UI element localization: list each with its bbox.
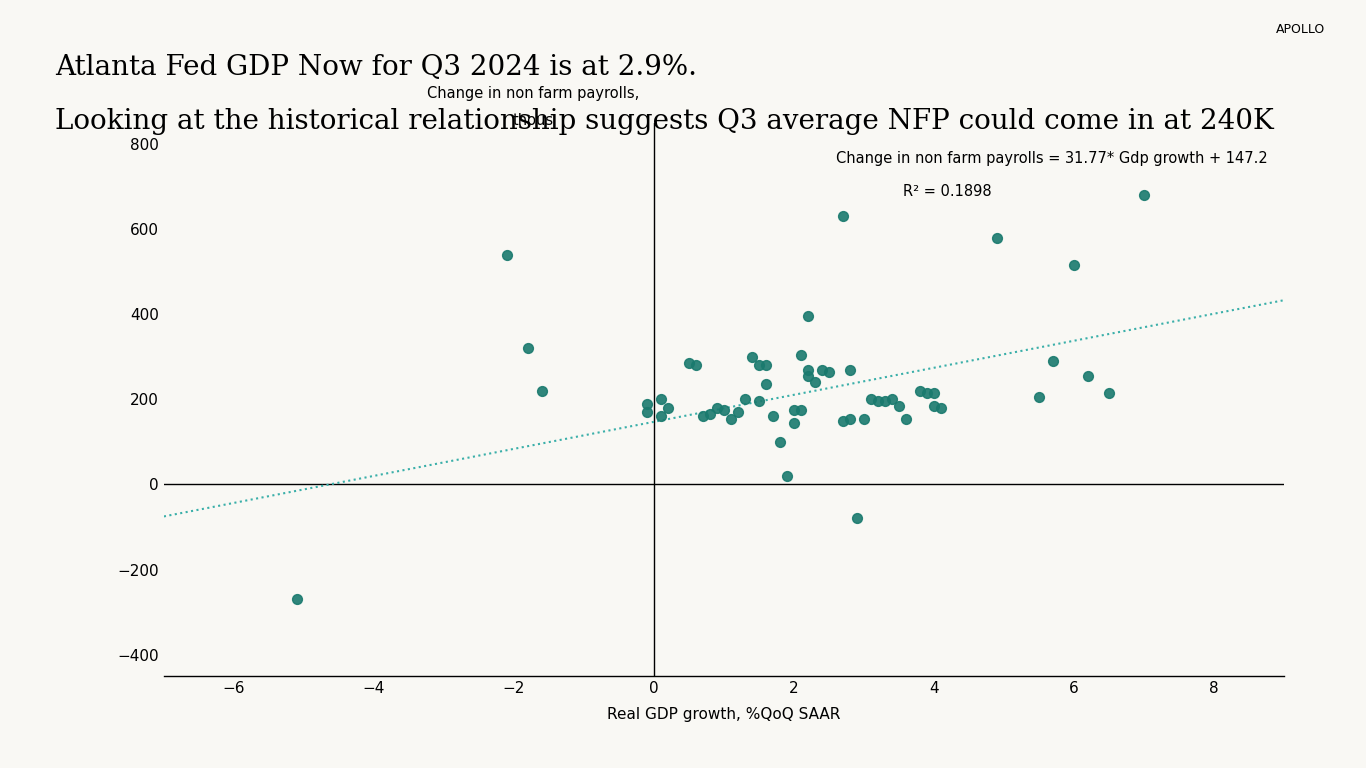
Point: [285, 593, 307, 605]
Text: Atlanta Fed GDP Now for Q3 2024 is at 2.9%.: Atlanta Fed GDP Now for Q3 2024 is at 2.…: [55, 54, 697, 81]
Point: [811, 363, 833, 376]
Point: [684, 359, 708, 372]
Point: [930, 402, 952, 414]
Point: [846, 512, 867, 525]
Point: [923, 399, 945, 412]
Point: [720, 412, 742, 425]
Point: [1132, 189, 1154, 201]
Point: [1098, 387, 1120, 399]
Point: [762, 410, 784, 422]
Point: [783, 416, 805, 429]
Point: [832, 210, 854, 223]
Point: [805, 376, 826, 389]
Text: thous: thous: [514, 114, 555, 128]
Point: [776, 470, 798, 482]
Text: Change in non farm payrolls = 31.77* Gdp growth + 147.2: Change in non farm payrolls = 31.77* Gdp…: [836, 151, 1268, 166]
Point: [986, 232, 1008, 244]
Point: [861, 393, 882, 406]
Point: [699, 408, 721, 420]
Point: [783, 404, 805, 416]
Point: [516, 343, 538, 355]
Point: [637, 406, 658, 419]
Point: [839, 412, 861, 425]
Point: [1042, 355, 1064, 367]
Point: [657, 402, 679, 414]
Point: [706, 402, 728, 414]
Point: [531, 385, 553, 397]
Point: [713, 404, 735, 416]
X-axis label: Real GDP growth, %QoQ SAAR: Real GDP growth, %QoQ SAAR: [608, 707, 840, 722]
Point: [832, 415, 854, 427]
Point: [678, 357, 699, 369]
Text: Looking at the historical relationship suggests Q3 average NFP could come in at : Looking at the historical relationship s…: [55, 108, 1273, 134]
Point: [650, 393, 672, 406]
Text: APOLLO: APOLLO: [1276, 23, 1325, 36]
Text: R² = 0.1898: R² = 0.1898: [903, 184, 992, 199]
Point: [798, 370, 820, 382]
Point: [749, 396, 770, 408]
Point: [917, 387, 938, 399]
Point: [734, 393, 755, 406]
Point: [1029, 391, 1050, 403]
Point: [818, 366, 840, 378]
Point: [874, 396, 896, 408]
Point: [895, 412, 917, 425]
Point: [790, 404, 811, 416]
Point: [727, 406, 749, 419]
Point: [755, 379, 777, 391]
Point: [637, 398, 658, 410]
Point: [740, 351, 762, 363]
Point: [650, 410, 672, 422]
Point: [888, 399, 910, 412]
Text: Change in non farm payrolls,: Change in non farm payrolls,: [428, 86, 639, 101]
Point: [769, 435, 791, 448]
Point: [496, 249, 518, 261]
Point: [1076, 370, 1098, 382]
Point: [923, 387, 945, 399]
Point: [790, 349, 811, 361]
Point: [798, 310, 820, 323]
Point: [1063, 260, 1085, 272]
Point: [839, 363, 861, 376]
Point: [852, 412, 874, 425]
Point: [881, 393, 903, 406]
Point: [910, 385, 932, 397]
Point: [798, 363, 820, 376]
Point: [693, 410, 714, 422]
Point: [867, 396, 889, 408]
Point: [755, 359, 777, 372]
Point: [749, 359, 770, 372]
